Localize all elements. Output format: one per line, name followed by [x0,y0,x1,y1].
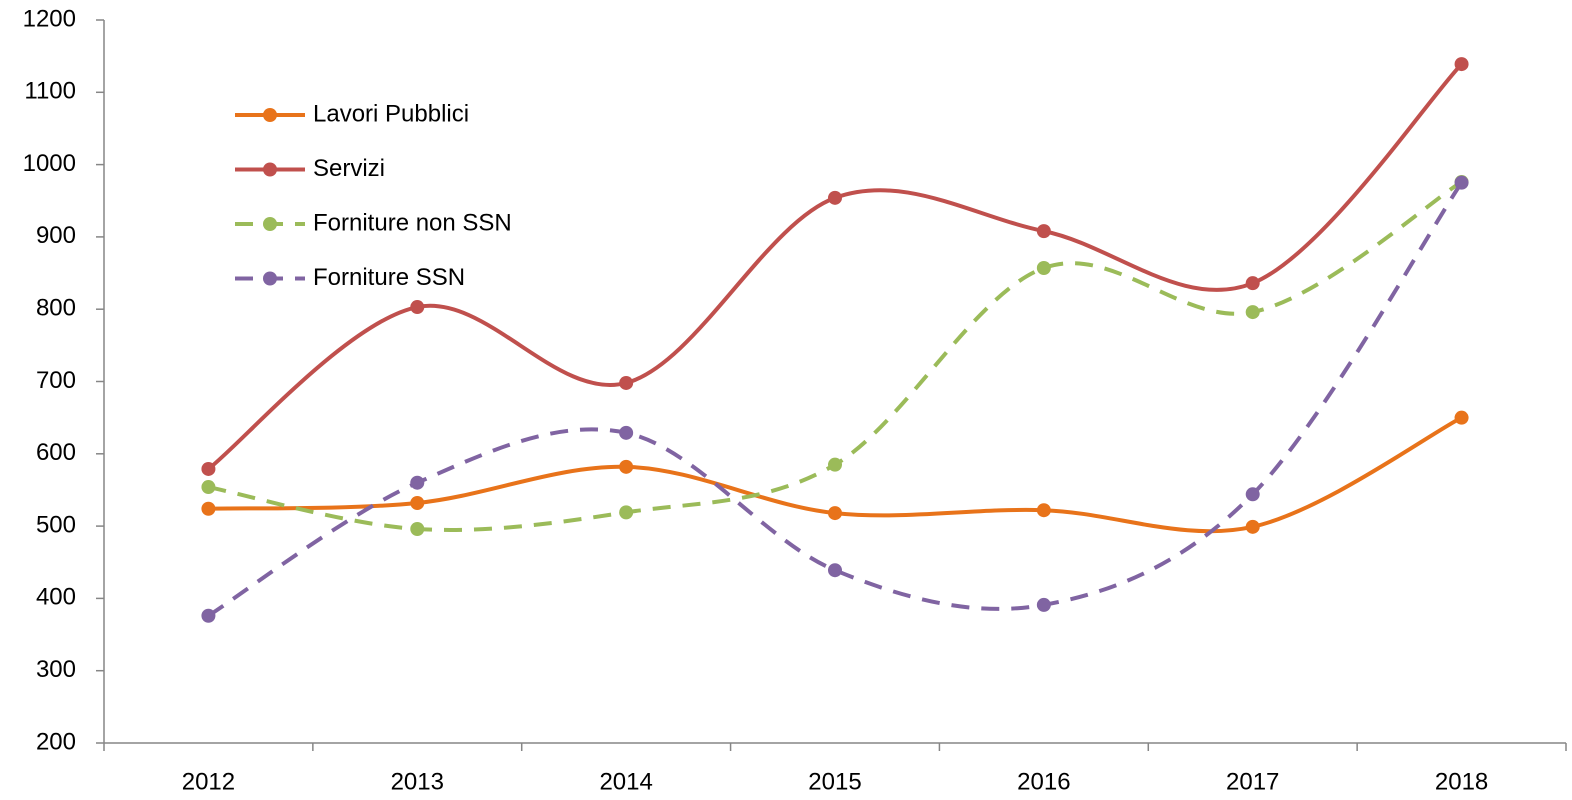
legend-marker [263,108,277,122]
legend-marker [263,217,277,231]
y-tick-label: 1000 [23,150,76,177]
legend-label: Forniture non SSN [313,209,512,236]
legend-marker [263,271,277,286]
y-tick-label: 900 [36,222,76,249]
x-tick-label: 2012 [182,768,235,795]
y-tick-label: 1200 [23,5,76,32]
x-tick-label: 2014 [599,768,652,795]
y-tick-label: 700 [36,367,76,394]
legend-label: Servizi [313,155,385,182]
data-point [619,505,634,520]
legend-marker [263,162,277,177]
series-line [207,181,1464,618]
data-point [1454,175,1469,190]
y-tick-label: 200 [36,728,76,755]
y-tick-label: 300 [36,656,76,683]
data-point [828,457,842,472]
data-point [1454,57,1469,72]
x-tick-label: 2013 [391,768,444,795]
y-tick-label: 400 [36,584,76,611]
data-point [619,425,634,440]
x-tick-label: 2015 [808,768,861,795]
legend-label: Lavori Pubblici [313,100,469,127]
data-point [1036,503,1051,518]
data-point [410,475,425,490]
data-point [828,190,842,205]
x-tick-label: 2018 [1435,768,1488,795]
y-tick-label: 1100 [24,78,76,105]
data-point [410,521,425,536]
x-tick-label: 2016 [1017,768,1070,795]
data-point [201,608,216,623]
data-point [1454,410,1469,425]
legend-label: Forniture SSN [313,264,465,291]
data-point [1245,487,1260,502]
y-tick-label: 500 [36,511,76,538]
data-point [619,459,634,474]
data-point [1245,276,1260,291]
data-point [201,480,216,495]
data-point [1245,519,1260,534]
data-point [1245,305,1260,320]
data-point [828,563,842,578]
y-tick-label: 800 [36,295,76,322]
data-point [1036,597,1051,612]
data-point [1036,260,1051,275]
data-point [1036,224,1051,239]
data-point [410,495,425,510]
data-point [410,300,425,315]
y-tick-label: 600 [36,439,76,466]
data-point [201,461,216,476]
x-tick-label: 2017 [1226,768,1279,795]
data-point [828,506,842,521]
data-point [619,375,634,390]
data-point [201,501,216,516]
